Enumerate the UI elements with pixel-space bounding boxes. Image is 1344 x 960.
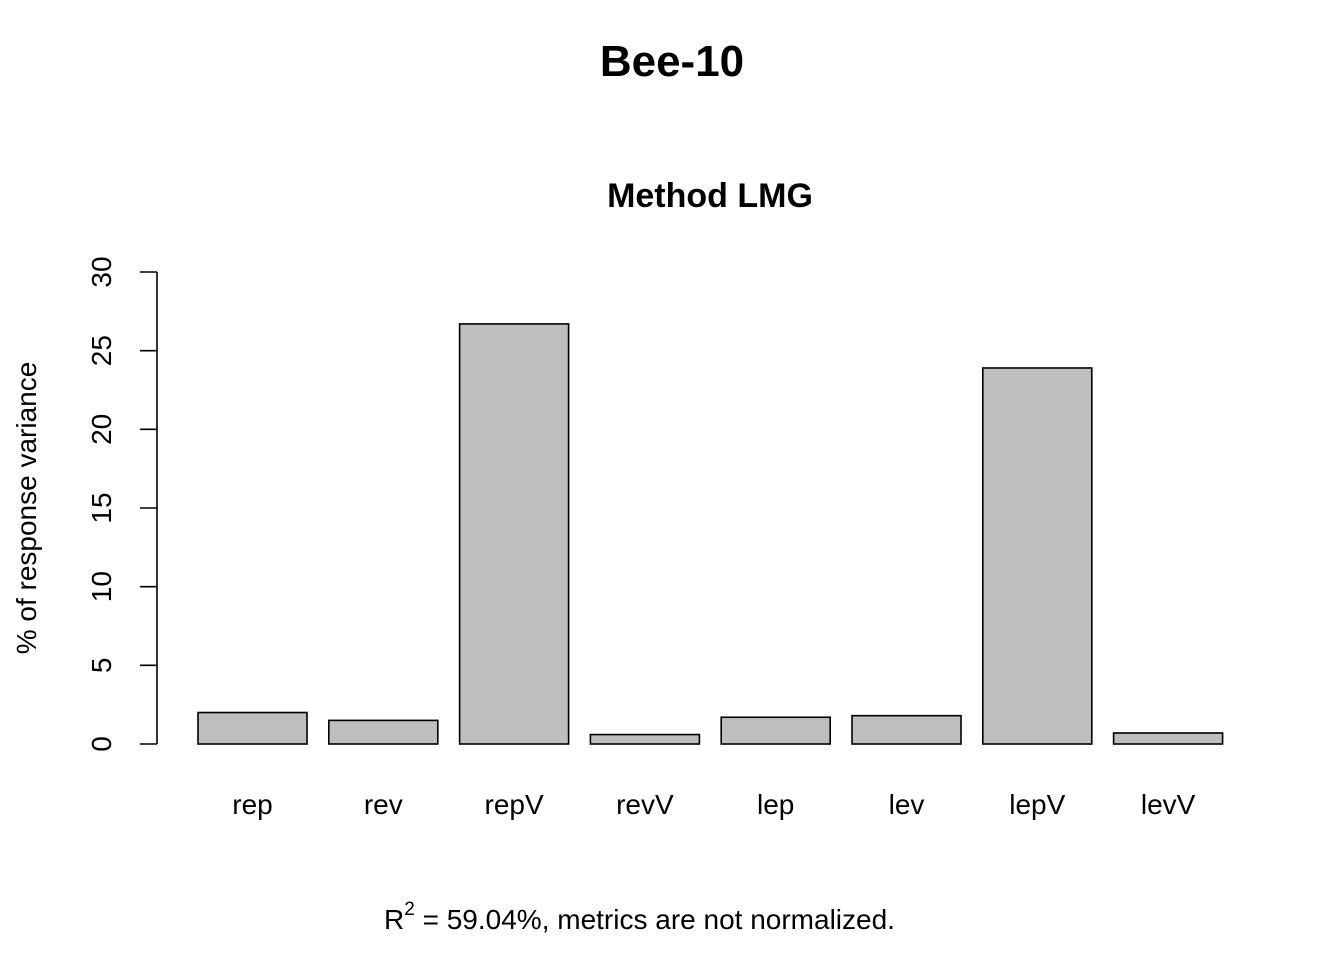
y-axis: 0 5 10 15 20 25 30 <box>86 256 158 752</box>
x-tick-label-rev: rev <box>364 789 403 820</box>
bar-rep <box>197 711 308 745</box>
y-tick-label: 15 <box>86 492 117 523</box>
bar-levV <box>1112 732 1224 745</box>
x-tick-label-lepV: lepV <box>1009 789 1065 820</box>
bar-lev <box>851 714 962 745</box>
bar-lepV <box>981 367 1093 745</box>
r-squared-footnote: R2 = 59.04%, metrics are not normalized. <box>384 899 895 935</box>
footnote-text: = 59.04%, metrics are not normalized. <box>415 904 895 935</box>
y-tick-label: 30 <box>86 256 117 287</box>
y-tick-label: 25 <box>86 335 117 366</box>
y-axis-label: % of response variance <box>11 362 42 655</box>
x-tick-label-rep: rep <box>232 789 272 820</box>
bar-revV <box>589 733 701 745</box>
x-tick-label-lev: lev <box>889 789 925 820</box>
bar-rev <box>327 719 439 745</box>
bar-repV <box>458 323 570 745</box>
x-tick-labels: rep rev repV revV lep lev lepV levV <box>232 789 1195 820</box>
r-exponent: 2 <box>404 899 415 920</box>
y-tick-label: 10 <box>86 571 117 602</box>
chart-title: Method LMG <box>607 177 813 215</box>
x-tick-label-levV: levV <box>1141 789 1196 820</box>
x-tick-label-lep: lep <box>757 789 794 820</box>
x-tick-label-repV: repV <box>485 789 544 820</box>
x-tick-label-revV: revV <box>616 789 674 820</box>
y-tick-label: 0 <box>86 736 117 752</box>
y-tick-label: 5 <box>86 658 117 674</box>
r-symbol: R <box>384 904 404 935</box>
bars <box>197 323 1224 745</box>
y-tick-label: 20 <box>86 414 117 445</box>
figure-title: Bee-10 <box>600 37 744 86</box>
bar-lep <box>720 716 832 745</box>
